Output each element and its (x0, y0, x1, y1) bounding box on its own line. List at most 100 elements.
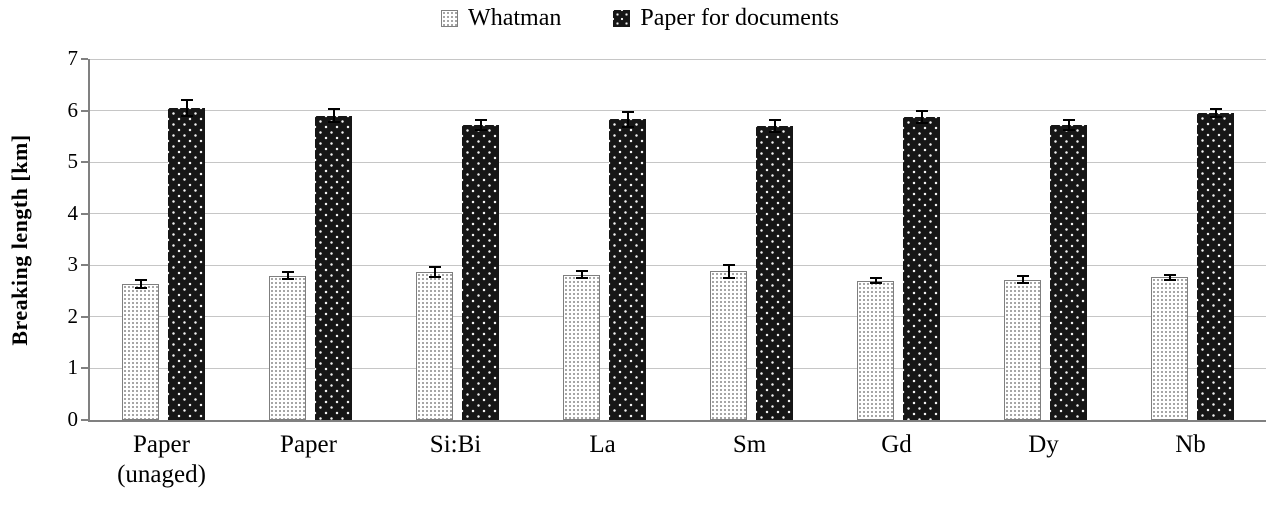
error-bar-cap (1209, 108, 1222, 111)
bar-whatman (1004, 279, 1041, 420)
error-bar (1067, 120, 1070, 130)
error-bar (626, 111, 629, 128)
error-bar-cap (621, 126, 634, 129)
y-tick-label: 5 (67, 149, 79, 174)
y-tick-label: 1 (67, 355, 79, 380)
x-tick-label: Paper (unaged) (117, 431, 206, 488)
error-bar (727, 265, 730, 278)
bar-paper-for-documents (756, 126, 793, 420)
error-bar-cap (134, 279, 147, 282)
x-tick-label: Sm (732, 431, 767, 458)
error-bar (1214, 109, 1217, 118)
error-bar-cap (281, 278, 294, 281)
bar-paper-for-documents (315, 115, 352, 420)
y-axis-title: Breaking length [km] (7, 134, 32, 346)
error-bar (185, 100, 188, 116)
x-tick-label: Dy (1028, 431, 1059, 458)
bar-whatman (416, 272, 453, 420)
error-bar-cap (180, 114, 193, 117)
y-tick-label: 7 (67, 46, 79, 70)
bar-paper-for-documents (168, 108, 205, 420)
error-bar-cap (621, 110, 634, 113)
error-bar (920, 111, 923, 124)
error-bar (479, 120, 482, 130)
error-bar-cap (575, 277, 588, 280)
chart-legend: Whatman Paper for documents (0, 2, 1280, 34)
error-bar (1168, 274, 1171, 280)
bar-whatman (710, 271, 747, 420)
error-bar-cap (1163, 278, 1176, 281)
legend-label-whatman: Whatman (468, 4, 562, 31)
gridline (90, 367, 1266, 369)
bar-paper-for-documents (1197, 113, 1234, 420)
error-bar (286, 271, 289, 280)
y-tick-mark (81, 419, 88, 421)
error-bar-cap (180, 99, 193, 102)
y-tick-mark (81, 315, 88, 318)
error-bar-cap (134, 287, 147, 290)
bar-paper-for-documents (462, 125, 499, 420)
error-bar-cap (1062, 119, 1075, 122)
gridline (90, 264, 1266, 266)
error-bar-cap (474, 119, 487, 122)
bar-paper-for-documents (1050, 125, 1087, 420)
y-tick-label: 3 (67, 252, 79, 277)
y-tick-mark (81, 264, 88, 267)
error-bar-cap (327, 108, 340, 111)
error-bar-cap (1016, 275, 1029, 278)
x-tick-label: Gd (881, 431, 912, 458)
error-bar (773, 119, 776, 133)
y-tick-mark (81, 161, 88, 164)
error-bar-cap (1163, 273, 1176, 276)
bar-whatman (563, 274, 600, 420)
bar-paper-for-documents (609, 119, 646, 420)
error-bar-cap (474, 128, 487, 131)
y-tick-label: 2 (67, 303, 79, 328)
y-tick-label: 6 (67, 97, 79, 122)
bar-whatman (1151, 277, 1188, 420)
legend-item-whatman: Whatman (441, 5, 561, 32)
error-bar-cap (575, 269, 588, 272)
error-bar (1021, 276, 1024, 284)
y-tick-mark (81, 58, 88, 60)
bar-whatman (857, 280, 894, 420)
error-bar (332, 109, 335, 123)
y-tick-mark (81, 367, 88, 370)
error-bar (433, 267, 436, 277)
error-bar-cap (1062, 128, 1075, 131)
error-bar-cap (722, 264, 735, 267)
gridline (90, 58, 1266, 60)
error-bar-cap (915, 110, 928, 113)
legend-item-paper-for-documents: Paper for documents (613, 5, 839, 32)
y-tick-label: 0 (67, 407, 79, 431)
x-tick-label: La (589, 431, 616, 458)
gridline (90, 316, 1266, 318)
error-bar (139, 280, 142, 289)
paper-for-documents-swatch-icon (613, 9, 631, 27)
bar-whatman (122, 284, 159, 420)
gridline (90, 110, 1266, 112)
error-bar-cap (1016, 282, 1029, 285)
y-tick-mark (81, 109, 88, 112)
x-tick-label: Si:Bi (429, 431, 482, 458)
error-bar-cap (869, 277, 882, 280)
error-bar-cap (428, 266, 441, 269)
error-bar (874, 278, 877, 284)
error-bar (580, 270, 583, 279)
error-bar-cap (428, 275, 441, 278)
plot-area (88, 58, 1266, 422)
error-bar-cap (869, 282, 882, 285)
error-bar-cap (327, 121, 340, 124)
y-tick-mark (81, 212, 88, 215)
whatman-swatch-icon (441, 9, 459, 27)
error-bar-cap (768, 131, 781, 134)
x-tick-label: Paper (280, 431, 337, 458)
legend-label-paper-for-documents: Paper for documents (640, 4, 839, 31)
bar-paper-for-documents (903, 117, 940, 420)
error-bar-cap (915, 122, 928, 125)
gridline (90, 161, 1266, 163)
x-tick-label: Nb (1175, 431, 1206, 458)
error-bar-cap (281, 270, 294, 273)
error-bar-cap (1209, 116, 1222, 119)
